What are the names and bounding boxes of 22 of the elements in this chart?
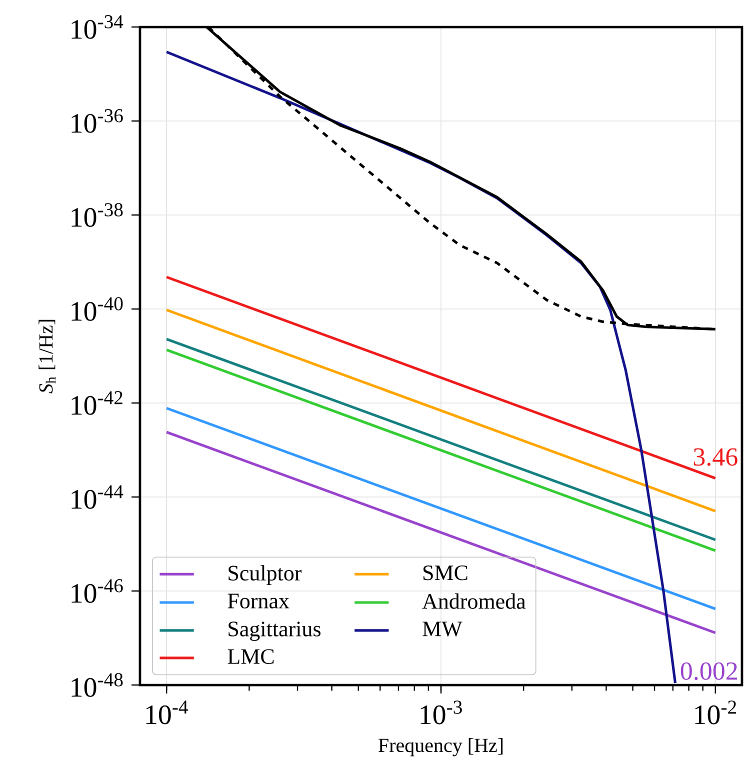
y-tick-label: 10$^{-40}$ <box>72 297 123 321</box>
annotation: 3.46 <box>694 448 738 466</box>
legend-label: Fornax <box>228 594 290 608</box>
y-axis-title: S$_{h}$ [1/Hz] <box>38 320 56 394</box>
y-tick-label: 10$^{-38}$ <box>72 203 123 227</box>
legend-label: Andromeda <box>422 593 526 609</box>
y-tick-label: 10$^{-44}$ <box>72 485 124 509</box>
x-tick-label: 10$^{-3}$ <box>420 700 462 724</box>
x-tick-label: 10$^{-2}$ <box>695 700 736 724</box>
legend-label: Sagittarius <box>228 622 320 641</box>
legend-label: SMC <box>423 565 468 580</box>
annotation: 0.002 <box>680 662 737 680</box>
y-tick-label: 10$^{-36}$ <box>72 109 123 133</box>
y-tick-label: 10$^{-42}$ <box>72 391 122 415</box>
y-tick-label: 10$^{-48}$ <box>72 673 123 697</box>
legend-label: MW <box>422 622 462 636</box>
legend-label: Sculptor <box>228 565 302 586</box>
x-tick-label: 10$^{-4}$ <box>146 700 188 724</box>
y-tick-label: 10$^{-46}$ <box>72 579 123 603</box>
legend-label: LMC <box>228 649 274 664</box>
x-axis-title: Frequency [Hz] <box>378 738 503 756</box>
y-tick-label: 10$^{-34}$ <box>72 15 124 39</box>
